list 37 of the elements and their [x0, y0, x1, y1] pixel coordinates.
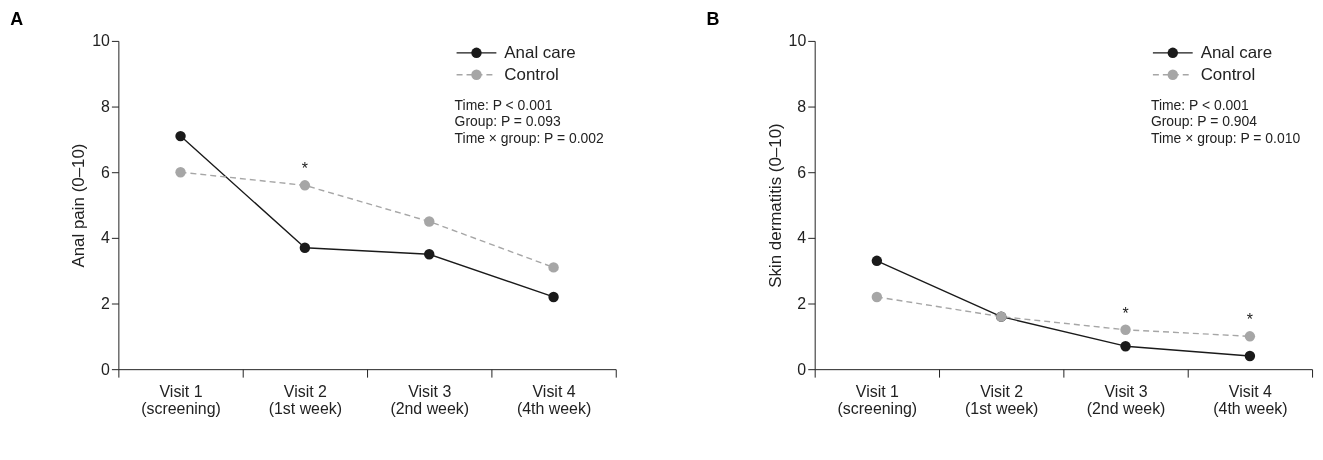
y-tick-label: 6 [101, 163, 111, 181]
y-tick-label: 10 [92, 32, 111, 50]
annotation: * [1122, 304, 1129, 322]
legend-label: Control [1200, 64, 1256, 84]
y-tick-label: 4 [797, 229, 807, 247]
x-tick-label: Visit 3 (2nd week) [390, 382, 470, 418]
x-tick-label: Visit 4 (4th week) [1213, 382, 1288, 418]
y-tick-label: 0 [101, 360, 111, 378]
x-tick-label: Visit 1 (screening) [141, 382, 221, 418]
y-tick-label: 8 [101, 98, 111, 116]
chart-title: B [706, 8, 720, 29]
y-tick-label: 10 [788, 32, 807, 50]
y-axis-title: Anal pain (0–10) [69, 143, 89, 268]
y-axis-title: Skin dermatitis (0–10) [765, 123, 785, 288]
legend-label: Anal care [1200, 42, 1273, 62]
x-tick-label: Visit 4 (4th week) [516, 382, 592, 418]
annotation: Group: P = 0.904 [1150, 113, 1258, 130]
y-tick-label: 4 [101, 229, 111, 247]
y-tick-label: 2 [797, 294, 807, 312]
annotation: Time × group: P = 0.002 [454, 130, 605, 147]
y-tick-label: 8 [797, 98, 807, 116]
annotation: * [1246, 311, 1253, 329]
annotation: Group: P = 0.093 [454, 113, 561, 130]
annotation: Time: P < 0.001 [454, 96, 553, 113]
legend-label: Control [504, 64, 559, 84]
y-tick-label: 2 [101, 294, 111, 312]
legend-label: Anal care [504, 42, 576, 62]
chart-title: A [10, 8, 24, 29]
y-tick-label: 0 [797, 360, 807, 378]
x-tick-label: Visit 2 (1st week) [965, 382, 1039, 418]
annotation: Time × group: P = 0.010 [1150, 130, 1301, 147]
x-tick-label: Visit 1 (screening) [837, 382, 918, 418]
annotation: Time: P < 0.001 [1150, 96, 1249, 113]
y-tick-label: 6 [797, 163, 807, 181]
annotation: * [301, 160, 308, 178]
x-tick-label: Visit 3 (2nd week) [1086, 382, 1166, 418]
x-tick-label: Visit 2 (1st week) [268, 382, 343, 418]
